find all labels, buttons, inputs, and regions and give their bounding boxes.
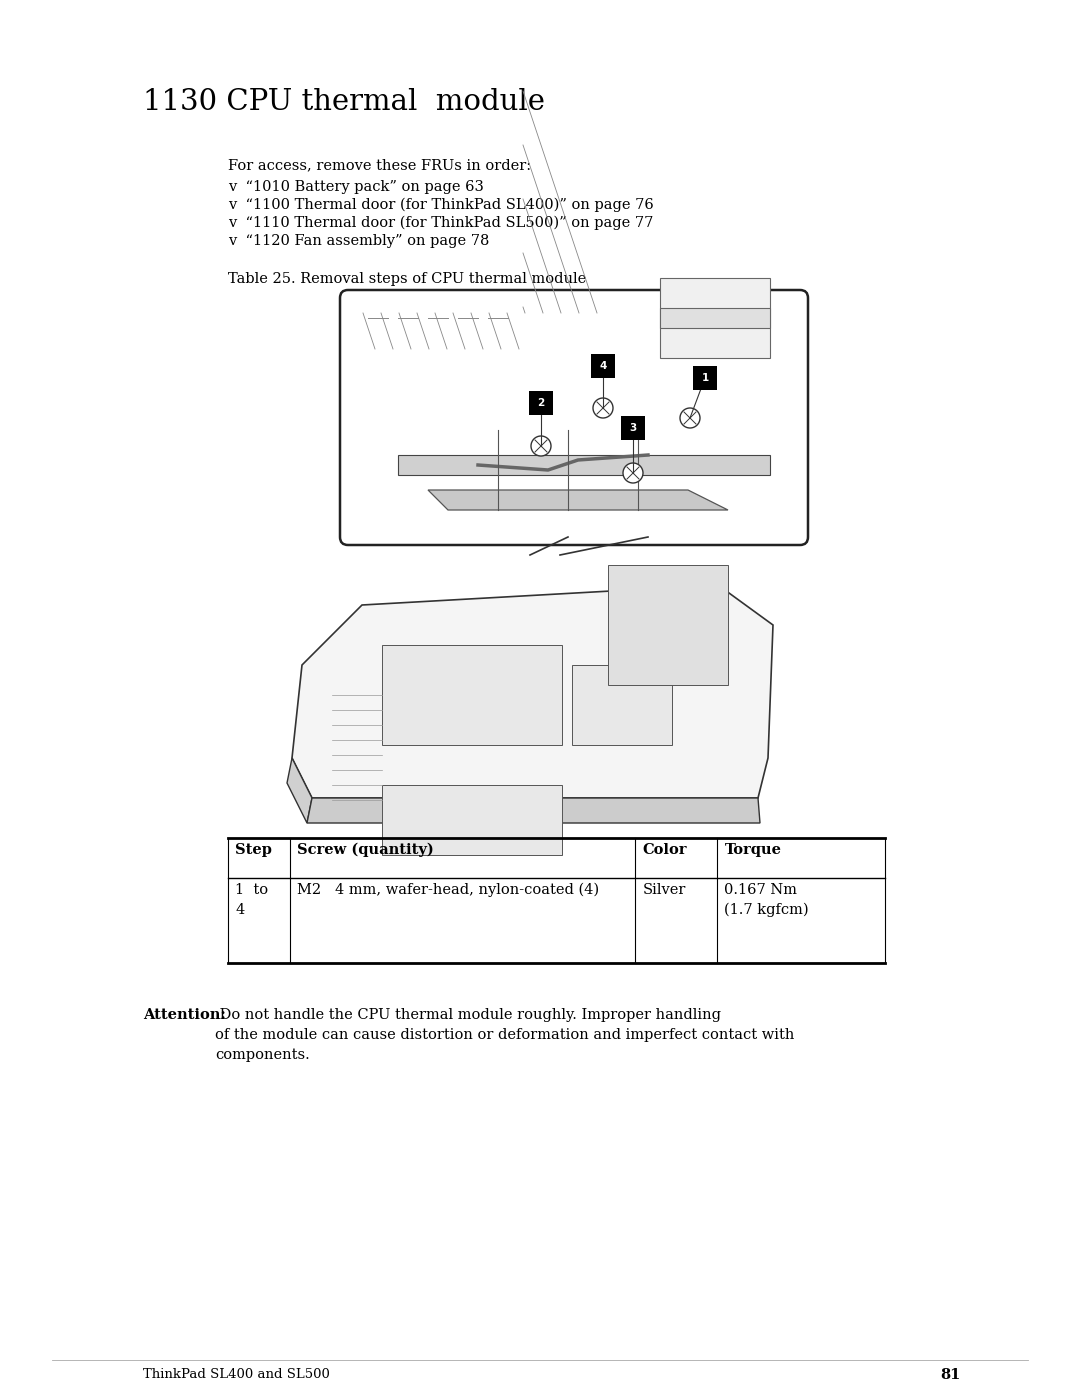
Text: 0.167 Nm
(1.7 kgfcm): 0.167 Nm (1.7 kgfcm) [725,883,809,916]
Bar [382,785,562,855]
Bar [591,353,615,379]
Bar [399,455,770,475]
Text: 1  to
4: 1 to 4 [235,883,268,916]
Text: Silver: Silver [643,883,686,897]
Circle shape [531,436,551,455]
Text: v  “1010 Battery pack” on page 63: v “1010 Battery pack” on page 63 [228,180,484,194]
Polygon shape [307,798,760,823]
Bar [572,665,672,745]
Text: 1: 1 [701,373,708,383]
Bar [529,391,553,415]
Bar [608,564,728,685]
Text: Step: Step [235,842,272,856]
Text: Color: Color [643,842,687,856]
Text: ThinkPad SL400 and SL500: ThinkPad SL400 and SL500 [143,1368,329,1382]
Text: 3: 3 [630,423,636,433]
Bar [693,366,717,390]
Bar [660,278,770,358]
Text: 81: 81 [940,1368,960,1382]
Bar [621,416,645,440]
Text: Attention:: Attention: [143,1009,226,1023]
Text: M2   4 mm, wafer-head, nylon-coated (4): M2 4 mm, wafer-head, nylon-coated (4) [297,883,599,897]
Text: 2: 2 [538,398,544,408]
Circle shape [623,462,643,483]
FancyBboxPatch shape [340,291,808,545]
Text: Do not handle the CPU thermal module roughly. Improper handling
of the module ca: Do not handle the CPU thermal module rou… [215,1009,795,1062]
Polygon shape [287,759,312,823]
Text: 4: 4 [599,360,607,372]
Text: v  “1110 Thermal door (for ThinkPad SL500)” on page 77: v “1110 Thermal door (for ThinkPad SL500… [228,217,653,231]
Text: Torque: Torque [725,842,782,856]
Text: 1130 CPU thermal  module: 1130 CPU thermal module [143,88,545,116]
Circle shape [593,398,613,418]
Text: v  “1120 Fan assembly” on page 78: v “1120 Fan assembly” on page 78 [228,235,489,249]
Text: For access, remove these FRUs in order:: For access, remove these FRUs in order: [228,158,531,172]
Bar [660,307,770,328]
Text: Screw (quantity): Screw (quantity) [297,842,434,858]
Text: Table 25. Removal steps of CPU thermal module: Table 25. Removal steps of CPU thermal m… [228,272,586,286]
Polygon shape [428,490,728,510]
Bar [382,645,562,745]
Circle shape [680,408,700,427]
Text: v  “1100 Thermal door (for ThinkPad SL400)” on page 76: v “1100 Thermal door (for ThinkPad SL400… [228,198,653,212]
Polygon shape [292,585,773,798]
